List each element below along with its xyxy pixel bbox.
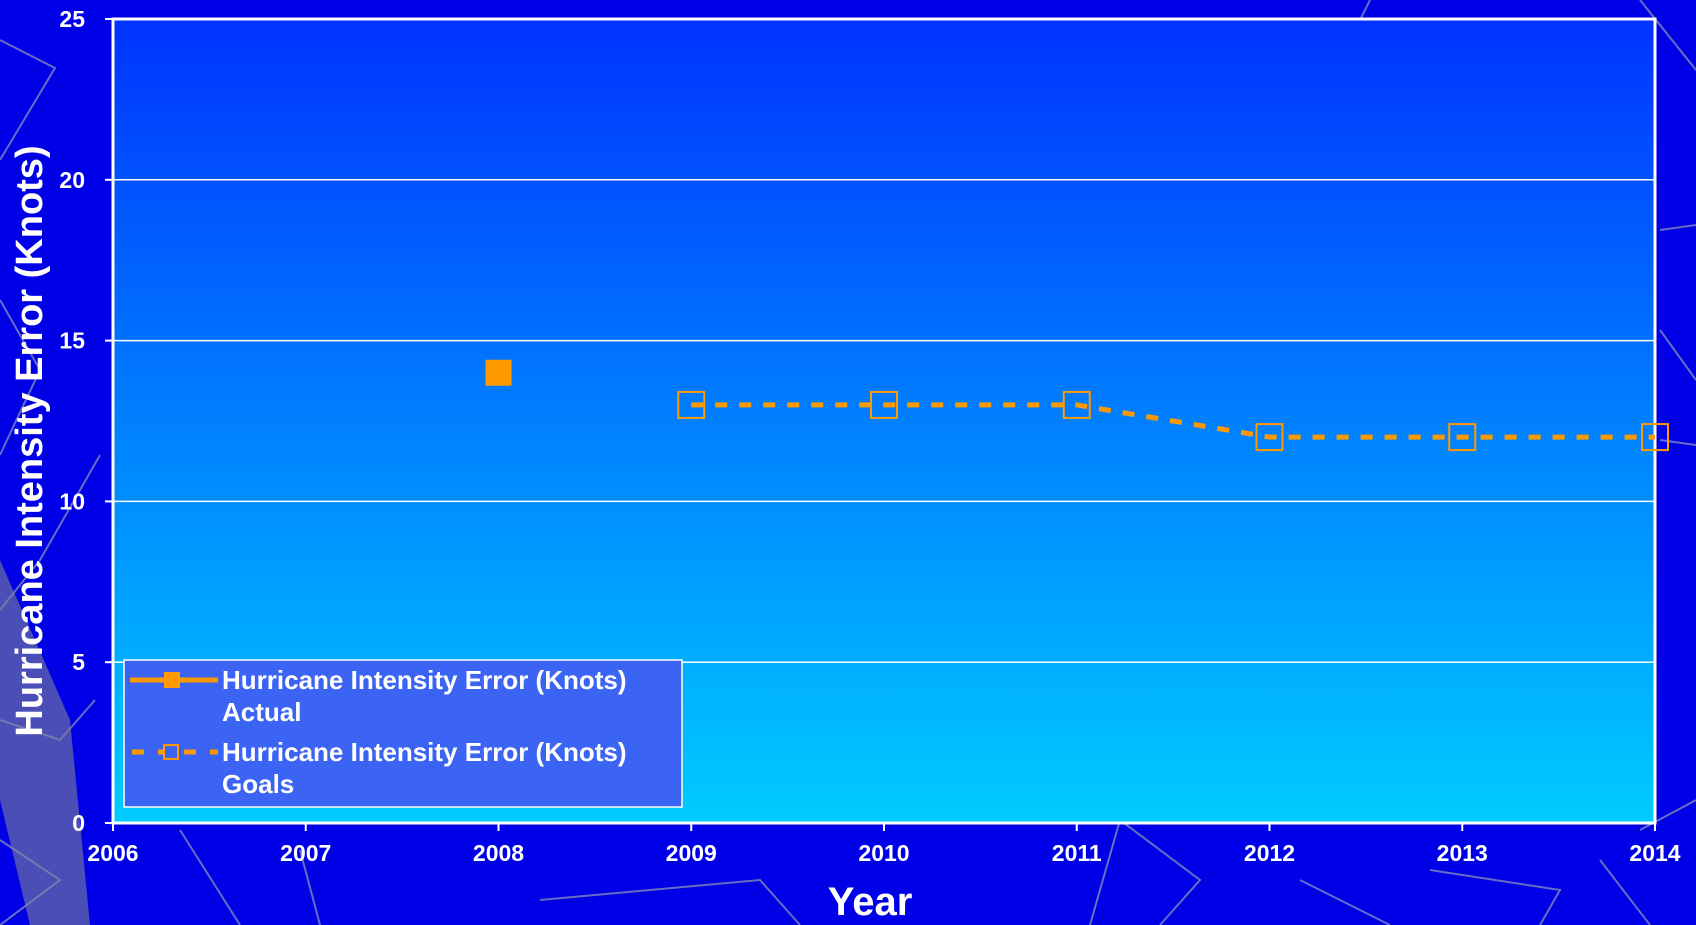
- legend-symbol: [132, 744, 218, 760]
- series-line: [691, 402, 1655, 440]
- gridlines: [113, 179, 1655, 663]
- y-tick-label: 25: [59, 6, 85, 32]
- data-point: [485, 359, 512, 386]
- legend-entry-line: Actual: [222, 697, 301, 727]
- series-layer: [485, 359, 1669, 452]
- y-tick-label: 10: [59, 488, 85, 514]
- legend-box: [123, 659, 683, 808]
- background-shard: [0, 560, 90, 925]
- x-tick-label: 2006: [87, 840, 138, 866]
- legend: Hurricane Intensity Error (Knots) ActualH…: [123, 659, 683, 808]
- data-point: [1255, 423, 1284, 452]
- x-tick-label: 2011: [1052, 840, 1102, 866]
- data-point: [1641, 423, 1669, 452]
- x-tick-label: 2014: [1629, 840, 1680, 866]
- data-point: [1062, 390, 1091, 419]
- data-point: [1448, 423, 1477, 452]
- y-tick-label: 15: [59, 328, 85, 354]
- legend-entry-line: Hurricane Intensity Error (Knots): [222, 665, 627, 695]
- legend-marker: [164, 672, 180, 688]
- y-tick-label: 20: [59, 167, 85, 193]
- y-tick-label: 5: [72, 649, 85, 675]
- x-axis-title: Year: [828, 880, 913, 924]
- y-axis-title: Hurricane Intensity Error (Knots): [9, 145, 51, 736]
- legend-entry: Hurricane Intensity Error (Knots) Goals: [222, 737, 627, 799]
- data-point: [677, 390, 706, 419]
- legend-entry-line: Goals: [222, 769, 294, 799]
- x-tick-label: 2008: [473, 840, 524, 866]
- series: [485, 359, 512, 386]
- series: [677, 390, 1669, 452]
- legend-entry: Hurricane Intensity Error (Knots) Actual: [222, 665, 627, 727]
- x-tick-label: 2013: [1437, 840, 1488, 866]
- y-tick-label: 0: [72, 810, 85, 836]
- data-point: [870, 390, 898, 419]
- legend-symbol: [130, 672, 218, 688]
- x-axis: 2006 2007 2008 2009 2010 2011 2012 2013 2014: [87, 823, 1681, 866]
- x-tick-label: 2010: [858, 840, 909, 866]
- legend-marker: [163, 744, 179, 760]
- y-axis: 0 5 10 15 20 25: [59, 6, 113, 836]
- x-tick-label: 2009: [666, 840, 717, 866]
- x-tick-label: 2007: [280, 840, 331, 866]
- legend-entry-line: Hurricane Intensity Error (Knots): [222, 737, 627, 767]
- x-tick-label: 2012: [1244, 840, 1295, 866]
